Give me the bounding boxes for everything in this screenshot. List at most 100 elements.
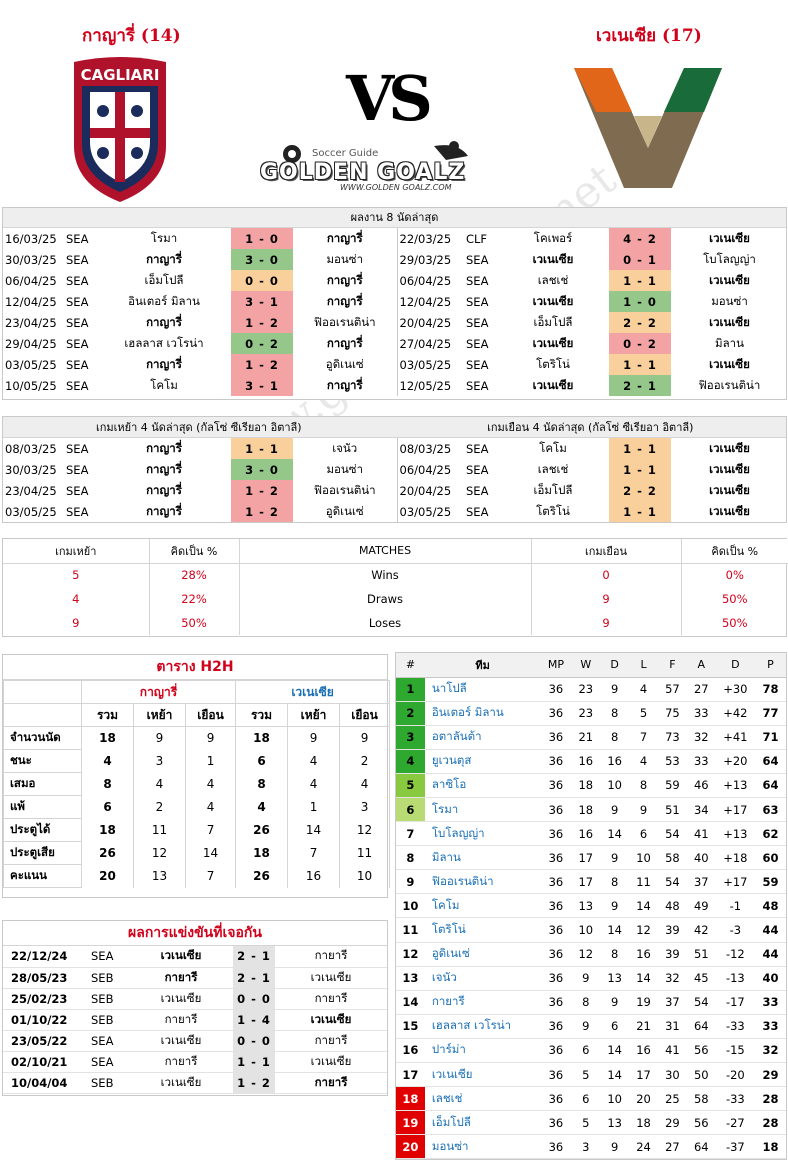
league-mp: 36 [540, 845, 572, 871]
home-match-league: SEA [66, 231, 89, 246]
h2h-col-header: รวม [81, 703, 134, 727]
league-row: 18 เลชเช่ 36 6 10 20 25 58 -33 28 [396, 1086, 786, 1112]
h2h-value: 12 [339, 818, 391, 842]
league-position: 14 [396, 990, 425, 1015]
league-p: 18 [754, 1134, 786, 1160]
league-position: 8 [396, 845, 425, 871]
stats-away-pct: 50% [680, 587, 788, 611]
away-match-score: 2 - 1 [609, 375, 671, 396]
league-gd: -33 [715, 1086, 755, 1112]
home-match-left-team: กาญารี่ [146, 251, 182, 266]
home-match-right-team: กาญารี่ [326, 293, 363, 308]
league-gd: -37 [715, 1134, 755, 1160]
league-team: กายารี [424, 990, 541, 1015]
h2h-value: 14 [184, 841, 237, 865]
league-team: อูดิเนเซ่ [424, 942, 541, 967]
league-a: 41 [686, 821, 716, 847]
league-w: 3 [571, 1134, 601, 1160]
league-row: 10 โคโม 36 13 9 14 48 49 -1 48 [396, 893, 786, 919]
league-gd: +17 [715, 869, 755, 895]
league-team: เวเนเซีย [424, 1062, 541, 1088]
league-l: 24 [629, 1134, 658, 1160]
stats-row: 9 50% Loses 9 50% [3, 611, 788, 635]
meeting-score: 1 - 4 [233, 1009, 275, 1031]
league-gd: -12 [715, 942, 755, 967]
away-match-date: 29/03/25 [396, 249, 461, 270]
meeting-right-team: เวเนเซีย [275, 1009, 387, 1031]
home-match-league: SEA [66, 336, 89, 351]
h2h-value: 18 [81, 818, 134, 842]
league-mp: 36 [540, 1086, 572, 1112]
league-w: 8 [571, 990, 601, 1015]
league-d: 9 [600, 677, 630, 702]
league-row: 14 กายารี 36 8 9 19 37 54 -17 33 [396, 990, 786, 1015]
league-row: 7 โบโลญญ่า 36 16 14 6 54 41 +13 62 [396, 821, 786, 847]
h2h-value: 20 [81, 864, 134, 888]
league-mp: 36 [540, 1038, 572, 1064]
versus-label: VS [346, 62, 433, 135]
h2h-row-label: เสมอ [3, 772, 82, 796]
league-f: 27 [657, 1134, 687, 1160]
league-gd: +13 [715, 773, 755, 798]
home-match-left-team: โรมา [150, 230, 178, 245]
home-match-right-team: กาญารี่ [326, 272, 363, 287]
league-mp: 36 [540, 821, 572, 847]
away-match-score: 1 - 1 [609, 270, 671, 291]
away-match-right-team: เวเนเซีย [709, 503, 750, 518]
league-team: อตาลันต้า [424, 725, 541, 750]
h2h-value: 4 [184, 772, 237, 796]
away-match-left-team: โตริโน่ [536, 503, 570, 518]
away-match-league: CLF [466, 231, 488, 246]
league-mp: 36 [540, 893, 572, 919]
away-match-league: SEA [466, 378, 489, 393]
league-team: เอ็มโปลี [424, 1110, 541, 1136]
league-w: 18 [571, 773, 601, 798]
home-match-date: 03/05/25 [5, 504, 57, 519]
meeting-right-team: กายารี [275, 988, 387, 1010]
home-match-score: 1 - 2 [231, 354, 293, 375]
home-match-right-team: กาญารี่ [326, 377, 363, 392]
away-match-left-team: เวเนเซีย [532, 251, 574, 266]
league-team: โบโลญญ่า [424, 821, 541, 847]
h2h-value: 3 [133, 749, 186, 773]
away-match-date: 06/04/25 [396, 459, 461, 480]
league-f: 48 [657, 893, 687, 919]
site-name: GOLDEN GOALZ [260, 160, 466, 185]
league-col-header: D [600, 653, 630, 678]
league-f: 31 [657, 1014, 687, 1039]
h2h-row: ประตูได้ 18 11 7 26 14 12 [3, 818, 391, 842]
past-meetings: ผลการแข่งขันที่เจอกัน 22/12/24 SEA เวเนเซี… [2, 920, 388, 1096]
away-match-date: 03/05/25 [396, 354, 461, 375]
home-match-left-team: กาญารี่ [146, 314, 182, 329]
league-p: 48 [754, 893, 786, 919]
league-w: 5 [571, 1062, 601, 1088]
away-match-date: 20/04/25 [396, 312, 461, 333]
away-match-score: 4 - 2 [609, 228, 671, 249]
league-mp: 36 [540, 701, 572, 726]
home-match-score: 1 - 1 [231, 438, 293, 459]
h2h-col-header: เหย้า [133, 703, 186, 727]
h2h-value: 4 [339, 772, 391, 796]
league-position: 17 [396, 1062, 425, 1088]
home-match-score: 0 - 2 [231, 333, 293, 354]
result-row: 30/03/25 SEA กาญารี่ 3 - 0 มอนซ่า 06/04/25 SEA… [3, 459, 788, 480]
league-gd: -27 [715, 1110, 755, 1136]
away-match-league: SEA [466, 441, 489, 456]
away-match-date: 12/04/25 [396, 291, 461, 312]
h2h-value: 2 [133, 795, 186, 819]
h2h-value: 9 [339, 726, 391, 750]
league-mp: 36 [540, 677, 572, 702]
league-team: เลชเช่ [424, 1086, 541, 1112]
league-position: 1 [396, 677, 425, 702]
league-gd: +42 [715, 701, 755, 726]
home-match-right-team: กาญารี่ [326, 335, 363, 350]
league-w: 18 [571, 797, 601, 823]
league-l: 6 [629, 821, 658, 847]
home-match-left-team: เอ็มโปลี [144, 272, 184, 287]
h2h-value: 12 [133, 841, 186, 865]
league-gd: -3 [715, 917, 755, 943]
h2h-value: 6 [81, 795, 134, 819]
home-match-score: 3 - 1 [231, 375, 293, 396]
away-match-date: 22/03/25 [396, 228, 461, 249]
league-position: 3 [396, 725, 425, 750]
